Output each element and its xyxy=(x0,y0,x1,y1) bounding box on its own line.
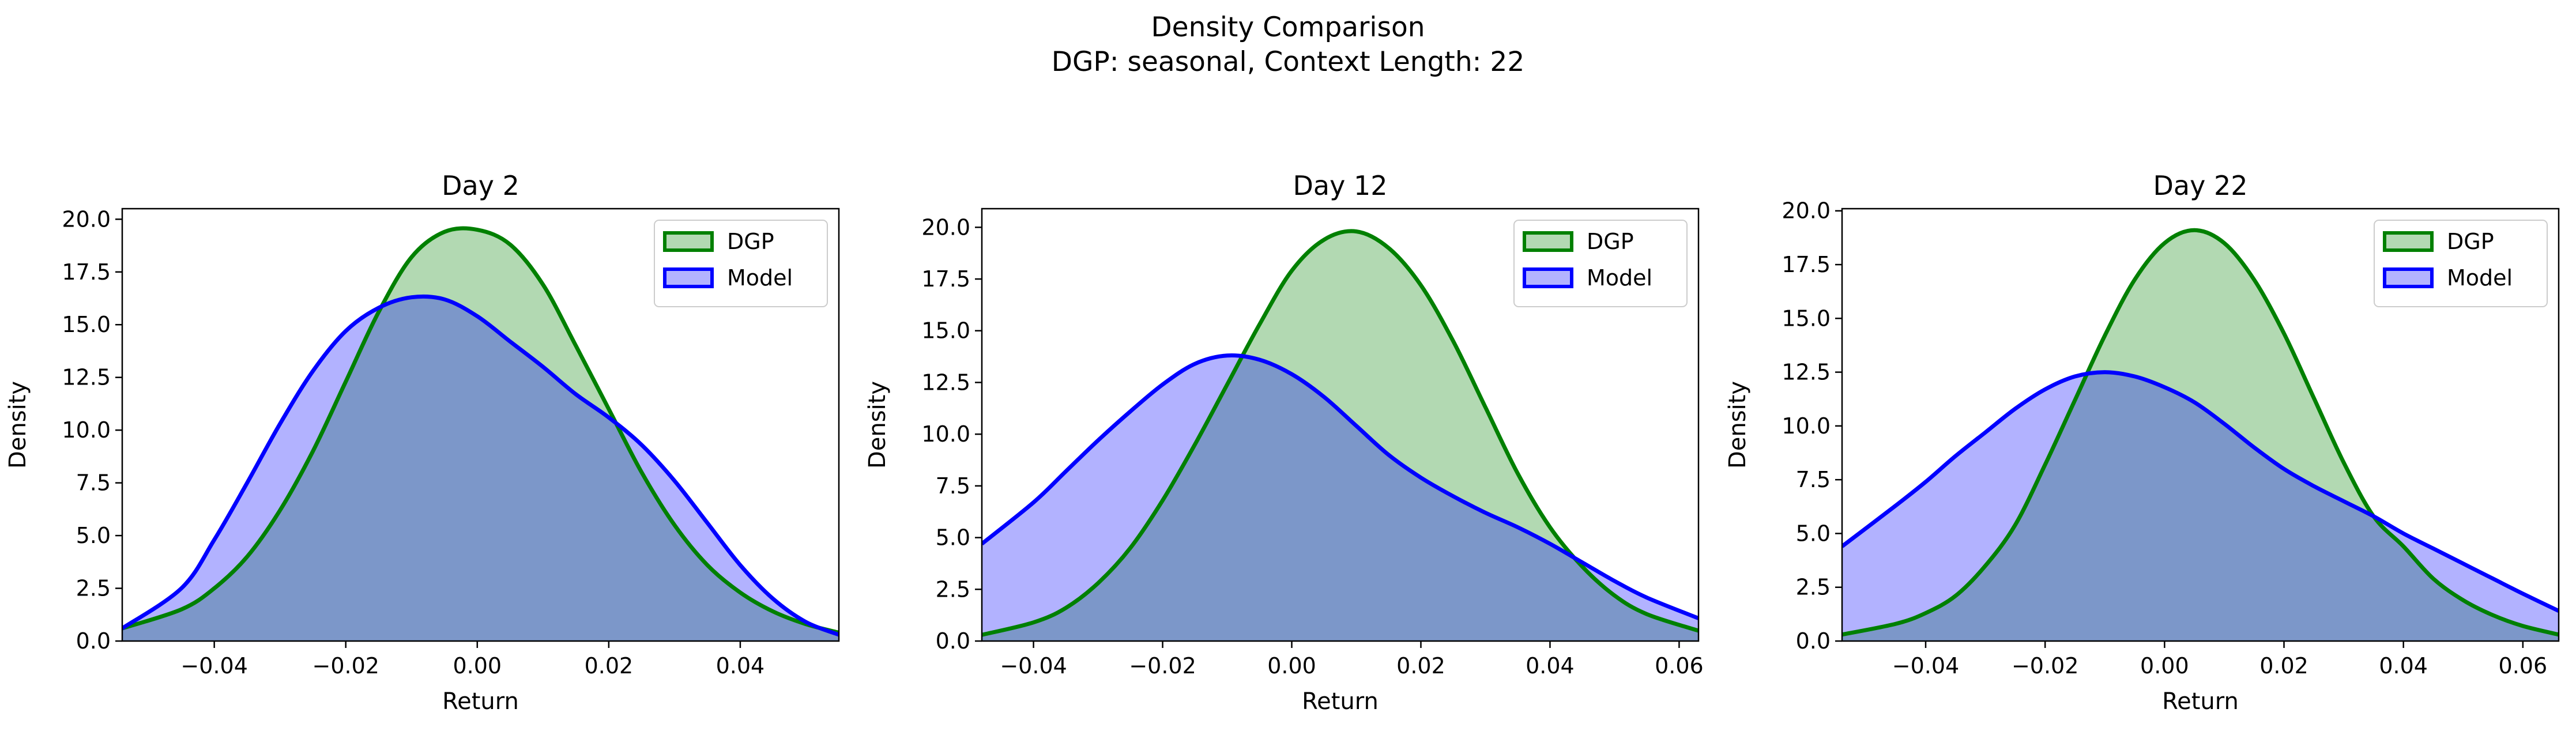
x-tick-label: −0.02 xyxy=(312,653,379,679)
model-line xyxy=(982,353,1698,620)
dgp-line xyxy=(982,229,1698,637)
dgp-area xyxy=(122,228,839,641)
model-area xyxy=(982,355,1698,641)
y-tick-label: 17.5 xyxy=(921,266,970,292)
subplot-title: Day 22 xyxy=(2153,170,2248,201)
y-tick-label: 20.0 xyxy=(1782,198,1831,224)
axes-frame xyxy=(981,208,1700,642)
x-tick-label: 0.06 xyxy=(1655,653,1704,679)
x-tick-label: −0.02 xyxy=(2012,653,2078,679)
y-axis-label: Density xyxy=(1724,381,1751,469)
subplot-3: −0.04 −0.02 0.00 0.02 0.04 0.06 0.0 2.5 5.0 7.5 10… xyxy=(1724,170,2560,715)
y-tick-label: 5.0 xyxy=(1796,521,1831,546)
model-area xyxy=(1842,372,2559,641)
legend-swatch-dgp xyxy=(663,231,714,252)
legend-swatch-model xyxy=(2383,267,2434,288)
y-tick-label: 20.0 xyxy=(62,206,111,232)
y-tick-label: 10.0 xyxy=(62,417,111,443)
dgp-line xyxy=(122,226,839,635)
legend-label-dgp: DGP xyxy=(727,229,774,254)
legend: DGP Model xyxy=(2374,220,2548,307)
plot-area xyxy=(1842,228,2559,641)
legend-swatch-model xyxy=(1523,267,1573,288)
y-tick-label: 0.0 xyxy=(76,628,111,654)
y-axis-label: Density xyxy=(864,381,891,469)
y-tick-label: 5.0 xyxy=(76,523,111,548)
axes-frame xyxy=(121,208,840,642)
x-tick-label: 0.04 xyxy=(1526,653,1575,679)
y-tick-label: 15.0 xyxy=(1782,306,1831,331)
y-tick-label: 20.0 xyxy=(921,214,970,240)
legend-label-model: Model xyxy=(1587,265,1652,291)
dgp-line xyxy=(1842,228,2559,637)
plot-area xyxy=(122,226,839,641)
x-tick-label: 0.00 xyxy=(453,653,502,679)
model-area xyxy=(122,296,839,641)
subplot-title: Day 12 xyxy=(1293,170,1388,201)
y-tick-label: 2.5 xyxy=(936,576,970,602)
x-tick-label: 0.02 xyxy=(1396,653,1445,679)
y-tick-label: 7.5 xyxy=(1796,467,1831,492)
legend: DGP Model xyxy=(1513,220,1688,307)
dgp-area xyxy=(982,231,1698,641)
x-tick-label: −0.04 xyxy=(1000,653,1067,679)
y-axis-label: Density xyxy=(5,381,31,469)
x-axis-label: Return xyxy=(442,688,519,715)
subplot-2: −0.04 −0.02 0.00 0.02 0.04 0.06 0.0 2.5 5.0 7.5 10… xyxy=(864,170,1704,715)
figure-title: Density Comparison xyxy=(1151,12,1425,43)
x-tick-label: −0.04 xyxy=(1892,653,1959,679)
y-tick-label: 2.5 xyxy=(76,576,111,601)
legend-swatch-model xyxy=(663,267,714,288)
model-line xyxy=(1842,370,2559,613)
x-tick-label: 0.02 xyxy=(2259,653,2308,679)
legend-swatch-dgp xyxy=(1523,231,1573,252)
y-tick-label: 17.5 xyxy=(1782,252,1831,277)
x-tick-label: 0.00 xyxy=(1267,653,1316,679)
y-tick-label: 12.5 xyxy=(1782,360,1831,385)
y-tick-label: 7.5 xyxy=(936,473,970,499)
x-tick-label: 0.04 xyxy=(716,653,765,679)
y-tick-label: 17.5 xyxy=(62,259,111,285)
x-axis-label: Return xyxy=(1302,688,1379,715)
y-tick-label: 15.0 xyxy=(62,312,111,337)
x-tick-label: 0.06 xyxy=(2499,653,2548,679)
figure-suptitle: Density Comparison DGP: seasonal, Contex… xyxy=(0,10,2576,80)
y-tick-label: 10.0 xyxy=(1782,413,1831,439)
figure-subtitle: DGP: seasonal, Context Length: 22 xyxy=(1051,46,1525,78)
x-axis-label: Return xyxy=(2162,688,2239,715)
y-tick-label: 2.5 xyxy=(1796,575,1831,600)
y-tick-label: 5.0 xyxy=(936,525,970,551)
legend-label-dgp: DGP xyxy=(1587,229,1634,254)
y-tick-label: 15.0 xyxy=(921,318,970,344)
x-tick-label: 0.04 xyxy=(2379,653,2428,679)
legend-label-model: Model xyxy=(727,265,793,291)
x-tick-label: 0.02 xyxy=(585,653,634,679)
legend-swatch-dgp xyxy=(2383,231,2434,252)
y-tick-label: 0.0 xyxy=(1796,628,1831,654)
y-tick-label: 12.5 xyxy=(62,365,111,390)
y-tick-label: 7.5 xyxy=(76,470,111,496)
legend-label-dgp: DGP xyxy=(2447,229,2494,254)
axes-frame xyxy=(1841,208,2560,642)
legend: DGP Model xyxy=(654,220,828,307)
model-line xyxy=(122,294,839,637)
x-tick-label: −0.02 xyxy=(1129,653,1196,679)
y-tick-label: 12.5 xyxy=(921,370,970,395)
subplot-title: Day 2 xyxy=(442,170,519,201)
dgp-area xyxy=(1842,230,2559,641)
x-tick-label: 0.00 xyxy=(2140,653,2189,679)
subplot-1: −0.04 −0.02 0.00 0.02 0.04 0.0 2.5 5.0 7.5 10.0 12… xyxy=(5,170,840,715)
plot-area xyxy=(982,229,1698,641)
x-tick-label: −0.04 xyxy=(180,653,247,679)
y-tick-label: 10.0 xyxy=(921,421,970,447)
y-tick-label: 0.0 xyxy=(936,628,970,654)
legend-label-model: Model xyxy=(2447,265,2513,291)
